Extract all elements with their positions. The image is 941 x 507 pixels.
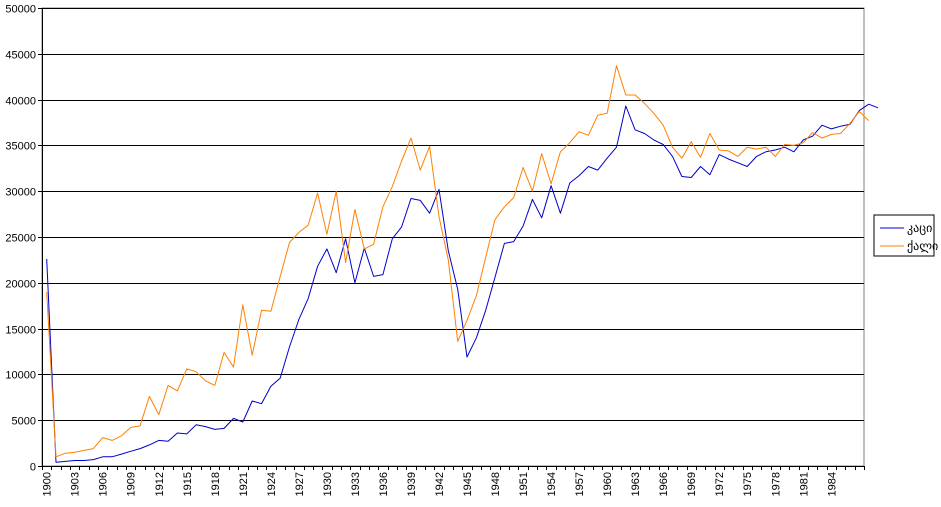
series-line-men [46, 103, 879, 463]
y-tick-label: 15000 [5, 325, 36, 337]
legend: კაცი ქალი [873, 214, 938, 257]
x-tick-label: 1975 [742, 472, 754, 496]
x-tick-label: 1930 [322, 472, 334, 496]
x-tick-label: 1960 [602, 472, 614, 496]
x-tick-label: 1918 [210, 472, 222, 496]
y-tick-label: 25000 [5, 233, 36, 245]
x-tick-label: 1966 [658, 472, 670, 496]
y-tick-label: 20000 [5, 279, 36, 291]
x-tick-label: 1969 [686, 472, 698, 496]
x-tick-label: 1912 [154, 472, 166, 496]
legend-label-men: კაცი [907, 221, 932, 235]
legend-box [873, 214, 935, 257]
x-tick-label: 1906 [98, 472, 110, 496]
series-line-women [46, 65, 870, 458]
x-tick-label: 1921 [238, 472, 250, 496]
x-tick-label: 1900 [42, 472, 54, 496]
x-tick-label: 1924 [266, 472, 278, 496]
y-tick-label: 40000 [5, 96, 36, 108]
y-tick-label: 35000 [5, 141, 36, 153]
x-tick-label: 1954 [546, 472, 558, 496]
x-tick-label: 1939 [406, 472, 418, 496]
x-tick-label: 1945 [462, 472, 474, 496]
y-tick-label: 5000 [12, 416, 36, 428]
x-tick-label: 1957 [574, 472, 586, 496]
x-tick-label: 1915 [182, 472, 194, 496]
x-tick-label: 1984 [826, 472, 838, 496]
x-tick-label: 1951 [518, 472, 530, 496]
y-tick-label: 45000 [5, 50, 36, 62]
y-tick-label: 50000 [5, 4, 36, 16]
x-tick-label: 1927 [294, 472, 306, 496]
y-tick-label: 10000 [5, 370, 36, 382]
legend-label-women: ქალი [907, 239, 938, 253]
x-tick-label: 1948 [490, 472, 502, 496]
y-tick-label: 0 [30, 462, 36, 474]
x-tick-label: 1981 [798, 472, 810, 496]
x-tick-label: 1972 [714, 472, 726, 496]
x-tick-label: 1933 [350, 472, 362, 496]
x-tick-label: 1909 [126, 472, 138, 496]
x-tick-label: 1978 [770, 472, 782, 496]
y-tick-label: 30000 [5, 187, 36, 199]
x-tick-label: 1942 [434, 472, 446, 496]
x-tick-label: 1903 [70, 472, 82, 496]
x-tick-label: 1936 [378, 472, 390, 496]
x-tick-label: 1963 [630, 472, 642, 496]
